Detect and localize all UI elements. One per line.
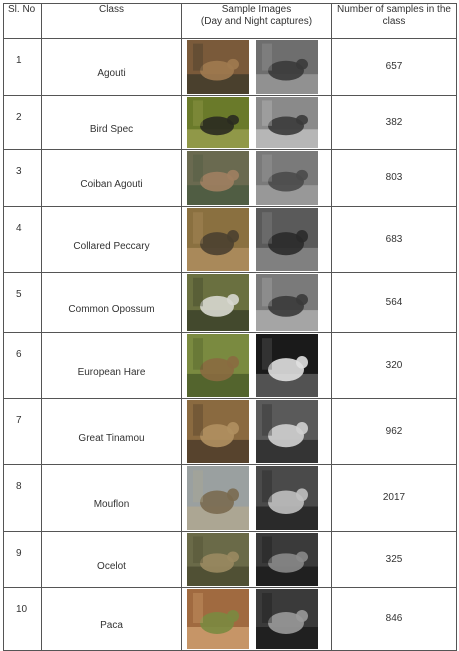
- header-sample-count: Number of samples in the class: [331, 3, 457, 39]
- bird-day-photo: [187, 97, 249, 148]
- sample-count-cell: 683: [331, 206, 457, 273]
- class-name-cell: Bird Spec: [41, 95, 182, 150]
- class-name-cell: Great Tinamou: [41, 398, 182, 465]
- collared-peccary-night-photo: [256, 208, 318, 271]
- table-row: 3 Coiban Agouti 803: [3, 149, 457, 207]
- sample-images-cell: [181, 464, 332, 532]
- tinamou-day-photo: [187, 400, 249, 463]
- serial-number-cell: 3: [3, 149, 42, 207]
- class-name-cell: Paca: [41, 587, 182, 651]
- class-name-cell: Ocelot: [41, 531, 182, 588]
- coiban-agouti-day-photo: [187, 151, 249, 205]
- sample-count-cell: 803: [331, 149, 457, 207]
- header-class: Class: [41, 3, 182, 39]
- sample-count-cell: 657: [331, 38, 457, 96]
- table-row: 5 Common Opossum 564: [3, 272, 457, 333]
- table-row: 4 Collared Peccary 683: [3, 206, 457, 273]
- sample-count-cell: 564: [331, 272, 457, 333]
- dataset-table: Sl. No Class Sample Images (Day and Nigh…: [3, 3, 457, 651]
- collared-peccary-day-photo: [187, 208, 249, 271]
- ocelot-night-photo: [256, 533, 318, 586]
- class-name-cell: Collared Peccary: [41, 206, 182, 273]
- sample-images-cell: [181, 149, 332, 207]
- table-row: 2 Bird Spec 382: [3, 95, 457, 150]
- sample-images-cell: [181, 272, 332, 333]
- opossum-day-photo: [187, 274, 249, 331]
- agouti-day-photo: [187, 40, 249, 94]
- table-row: 1 Agouti 657: [3, 38, 457, 96]
- serial-number-cell: 4: [3, 206, 42, 273]
- serial-number-cell: 6: [3, 332, 42, 399]
- mouflon-day-photo: [187, 466, 249, 530]
- serial-number-cell: 10: [3, 587, 42, 651]
- class-name-cell: Agouti: [41, 38, 182, 96]
- coiban-agouti-night-photo: [256, 151, 318, 205]
- sample-images-cell: [181, 587, 332, 651]
- opossum-night-photo: [256, 274, 318, 331]
- sample-images-cell: [181, 398, 332, 465]
- hare-day-photo: [187, 334, 249, 397]
- class-name-cell: Mouflon: [41, 464, 182, 532]
- sample-count-cell: 2017: [331, 464, 457, 532]
- sample-images-cell: [181, 531, 332, 588]
- table-row: 9 Ocelot 325: [3, 531, 457, 588]
- header-sample-images: Sample Images (Day and Night captures): [181, 3, 332, 39]
- class-name-cell: Common Opossum: [41, 272, 182, 333]
- sample-images-cell: [181, 206, 332, 273]
- ocelot-day-photo: [187, 533, 249, 586]
- serial-number-cell: 5: [3, 272, 42, 333]
- tinamou-night-photo: [256, 400, 318, 463]
- class-name-cell: European Hare: [41, 332, 182, 399]
- serial-number-cell: 9: [3, 531, 42, 588]
- header-sample-images-line2: (Day and Night captures): [200, 16, 313, 27]
- serial-number-cell: 8: [3, 464, 42, 532]
- sample-images-cell: [181, 332, 332, 399]
- bird-night-photo: [256, 97, 318, 148]
- sample-images-cell: [181, 95, 332, 150]
- class-name-cell: Coiban Agouti: [41, 149, 182, 207]
- header-serial-number: Sl. No: [3, 3, 42, 39]
- table-row: 8 Mouflon 2017: [3, 464, 457, 532]
- table-row: 7 Great Tinamou 962: [3, 398, 457, 465]
- mouflon-night-photo: [256, 466, 318, 530]
- sample-count-cell: 846: [331, 587, 457, 651]
- hare-night-photo: [256, 334, 318, 397]
- serial-number-cell: 7: [3, 398, 42, 465]
- agouti-night-photo: [256, 40, 318, 94]
- header-sample-images-line1: Sample Images: [221, 4, 292, 15]
- sample-count-cell: 320: [331, 332, 457, 399]
- table-row: 6 European Hare 320: [3, 332, 457, 399]
- paca-night-photo: [256, 589, 318, 649]
- serial-number-cell: 1: [3, 38, 42, 96]
- sample-count-cell: 325: [331, 531, 457, 588]
- sample-count-cell: 382: [331, 95, 457, 150]
- header-row: Sl. No Class Sample Images (Day and Nigh…: [3, 3, 457, 39]
- sample-images-cell: [181, 38, 332, 96]
- serial-number-cell: 2: [3, 95, 42, 150]
- paca-day-photo: [187, 589, 249, 649]
- sample-count-cell: 962: [331, 398, 457, 465]
- table-row: 10 Paca 846: [3, 587, 457, 651]
